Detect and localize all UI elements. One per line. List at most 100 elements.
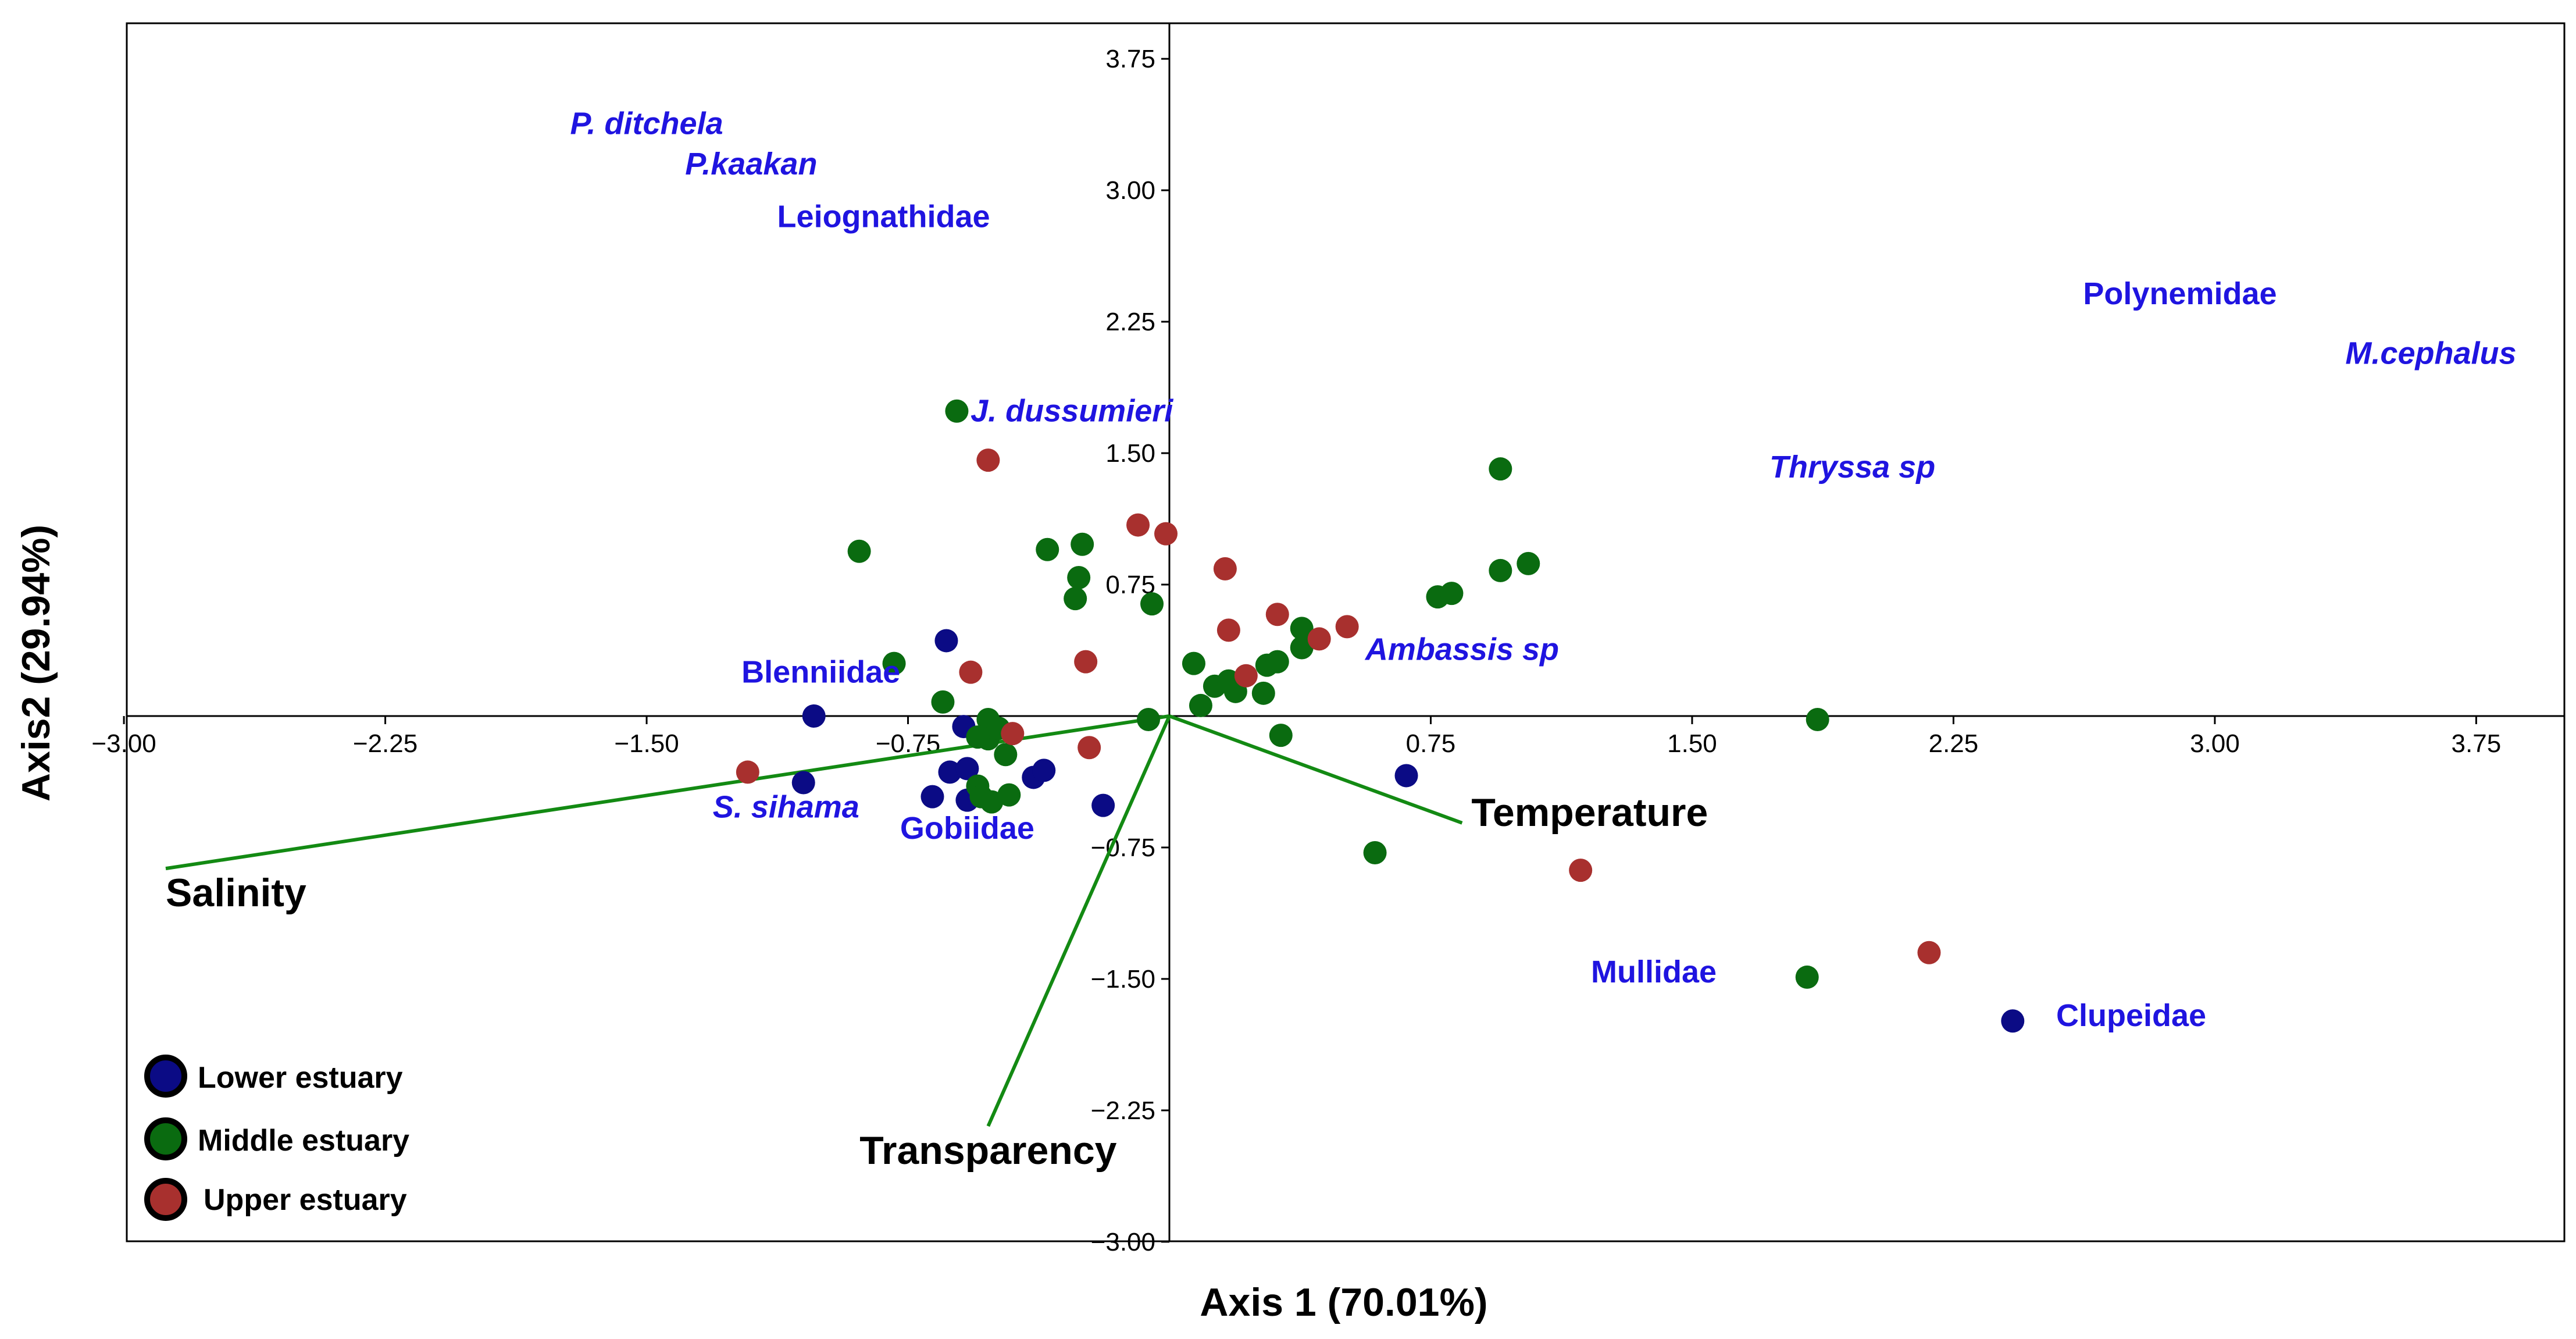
y-tick-label: 3.75 bbox=[1105, 45, 1155, 73]
species-label: Leiognathidae bbox=[777, 199, 990, 234]
point-middle-estuary bbox=[1806, 708, 1829, 732]
species-label: Polynemidae bbox=[2083, 276, 2277, 311]
x-tick-label: 3.00 bbox=[2190, 729, 2240, 758]
species-label: Ambassis sp bbox=[1364, 632, 1559, 667]
species-label: Gobiidae bbox=[900, 811, 1034, 846]
point-upper-estuary bbox=[976, 448, 1000, 472]
point-middle-estuary bbox=[1489, 457, 1512, 481]
species-label: Thryssa sp bbox=[1769, 450, 1935, 485]
point-lower-estuary bbox=[934, 629, 958, 653]
y-tick-label: −1.50 bbox=[1091, 965, 1155, 993]
point-upper-estuary bbox=[1078, 736, 1101, 760]
x-tick-label: 3.75 bbox=[2452, 729, 2502, 758]
legend-label-upper: Upper estuary bbox=[204, 1183, 407, 1217]
point-middle-estuary bbox=[931, 690, 955, 714]
vector-transparency bbox=[986, 715, 1171, 1127]
point-lower-estuary bbox=[1032, 758, 1056, 782]
point-middle-estuary bbox=[1064, 587, 1087, 611]
legend-label-middle: Middle estuary bbox=[198, 1124, 409, 1158]
point-upper-estuary bbox=[1569, 859, 1593, 882]
y-tick-label: −0.75 bbox=[1091, 834, 1155, 862]
point-upper-estuary bbox=[1917, 941, 1941, 964]
legend-label-lower: Lower estuary bbox=[198, 1061, 403, 1095]
point-middle-estuary bbox=[1440, 582, 1464, 606]
point-lower-estuary bbox=[1394, 764, 1418, 788]
legend-marker-middle bbox=[144, 1117, 187, 1160]
x-tick-label: −1.50 bbox=[614, 729, 679, 758]
point-middle-estuary bbox=[966, 725, 990, 749]
vector-temperature bbox=[1168, 714, 1463, 825]
point-middle-estuary bbox=[1067, 565, 1091, 589]
x-tick-label: −2.25 bbox=[353, 729, 418, 758]
x-tick-label: 2.25 bbox=[1929, 729, 1979, 758]
point-lower-estuary bbox=[920, 785, 944, 809]
x-axis-title: Axis 1 (70.01%) bbox=[1200, 1280, 1487, 1324]
legend: Lower estuary Middle estuary Upper estua… bbox=[144, 1055, 409, 1221]
y-tick-label: 2.25 bbox=[1105, 308, 1155, 336]
point-upper-estuary bbox=[1335, 615, 1359, 639]
vector-label-transparency: Transparency bbox=[859, 1128, 1116, 1173]
point-upper-estuary bbox=[1307, 627, 1331, 651]
point-lower-estuary bbox=[938, 760, 962, 784]
species-label: P. ditchela bbox=[570, 106, 723, 141]
point-upper-estuary bbox=[1074, 650, 1098, 674]
point-middle-estuary bbox=[1795, 965, 1819, 989]
plot-frame bbox=[126, 22, 2566, 1242]
point-middle-estuary bbox=[1036, 537, 1059, 561]
point-middle-estuary bbox=[1189, 693, 1212, 717]
point-middle-estuary bbox=[1489, 558, 1512, 582]
point-upper-estuary bbox=[1213, 557, 1237, 581]
x-tick-label: −3.00 bbox=[91, 729, 156, 758]
point-middle-estuary bbox=[1517, 551, 1540, 575]
species-label: S. sihama bbox=[713, 790, 859, 825]
y-tick-label: 3.00 bbox=[1105, 176, 1155, 205]
point-lower-estuary bbox=[1091, 793, 1115, 817]
point-middle-estuary bbox=[1140, 592, 1164, 616]
point-middle-estuary bbox=[1269, 724, 1293, 747]
point-middle-estuary bbox=[980, 790, 1004, 814]
species-label: J. dussumieri bbox=[971, 394, 1173, 429]
vector-label-temperature: Temperature bbox=[1471, 790, 1708, 835]
species-label: Mullidae bbox=[1591, 955, 1717, 989]
y-tick-label: −3.00 bbox=[1091, 1228, 1155, 1256]
point-middle-estuary bbox=[1290, 617, 1314, 640]
point-upper-estuary bbox=[959, 660, 983, 684]
y-axis-title: Axis2 (29.94%) bbox=[14, 525, 58, 802]
point-middle-estuary bbox=[882, 651, 906, 675]
x-tick-label: 0.75 bbox=[1406, 729, 1456, 758]
point-upper-estuary bbox=[1216, 618, 1240, 642]
vector-label-salinity: Salinity bbox=[166, 871, 306, 915]
point-upper-estuary bbox=[1126, 513, 1150, 537]
point-middle-estuary bbox=[945, 399, 969, 423]
point-upper-estuary bbox=[1265, 603, 1289, 626]
species-label: Clupeidae bbox=[2056, 998, 2206, 1033]
point-middle-estuary bbox=[1265, 650, 1289, 674]
point-middle-estuary bbox=[1363, 841, 1387, 865]
legend-marker-upper bbox=[144, 1178, 187, 1221]
point-middle-estuary bbox=[1290, 636, 1314, 660]
point-upper-estuary bbox=[736, 760, 759, 784]
point-middle-estuary bbox=[1071, 532, 1094, 556]
point-lower-estuary bbox=[955, 757, 979, 781]
x-axis-ticks: −3.00 −2.25 −1.50 −0.75 0.75 1.50 2.25 3.00 3.75 bbox=[91, 716, 2501, 758]
y-axis-ticks: 3.753.002.251.500.75−0.75−1.50−2.25−3.00 bbox=[1091, 45, 1169, 1256]
point-middle-estuary bbox=[847, 539, 871, 563]
species-labels: P. ditchela P.kaakan Leiognathidae J. dussu… bbox=[570, 106, 2516, 1034]
point-middle-estuary bbox=[1251, 681, 1275, 705]
point-upper-estuary bbox=[1154, 522, 1178, 546]
species-label: Blenniidae bbox=[741, 655, 900, 690]
point-lower-estuary bbox=[791, 771, 815, 795]
point-lower-estuary bbox=[802, 704, 826, 728]
y-tick-label: 1.50 bbox=[1105, 439, 1155, 468]
species-label: P.kaakan bbox=[685, 147, 817, 181]
point-middle-estuary bbox=[994, 743, 1018, 767]
y-tick-label: −2.25 bbox=[1091, 1096, 1155, 1125]
legend-marker-lower bbox=[144, 1055, 187, 1098]
vector-salinity bbox=[165, 714, 1170, 871]
point-middle-estuary bbox=[1137, 708, 1161, 732]
point-lower-estuary bbox=[2001, 1009, 2025, 1033]
point-middle-estuary bbox=[997, 783, 1021, 807]
environmental-vectors: Salinity Temperature Transparency bbox=[165, 714, 1708, 1173]
x-tick-label: 1.50 bbox=[1667, 729, 1717, 758]
